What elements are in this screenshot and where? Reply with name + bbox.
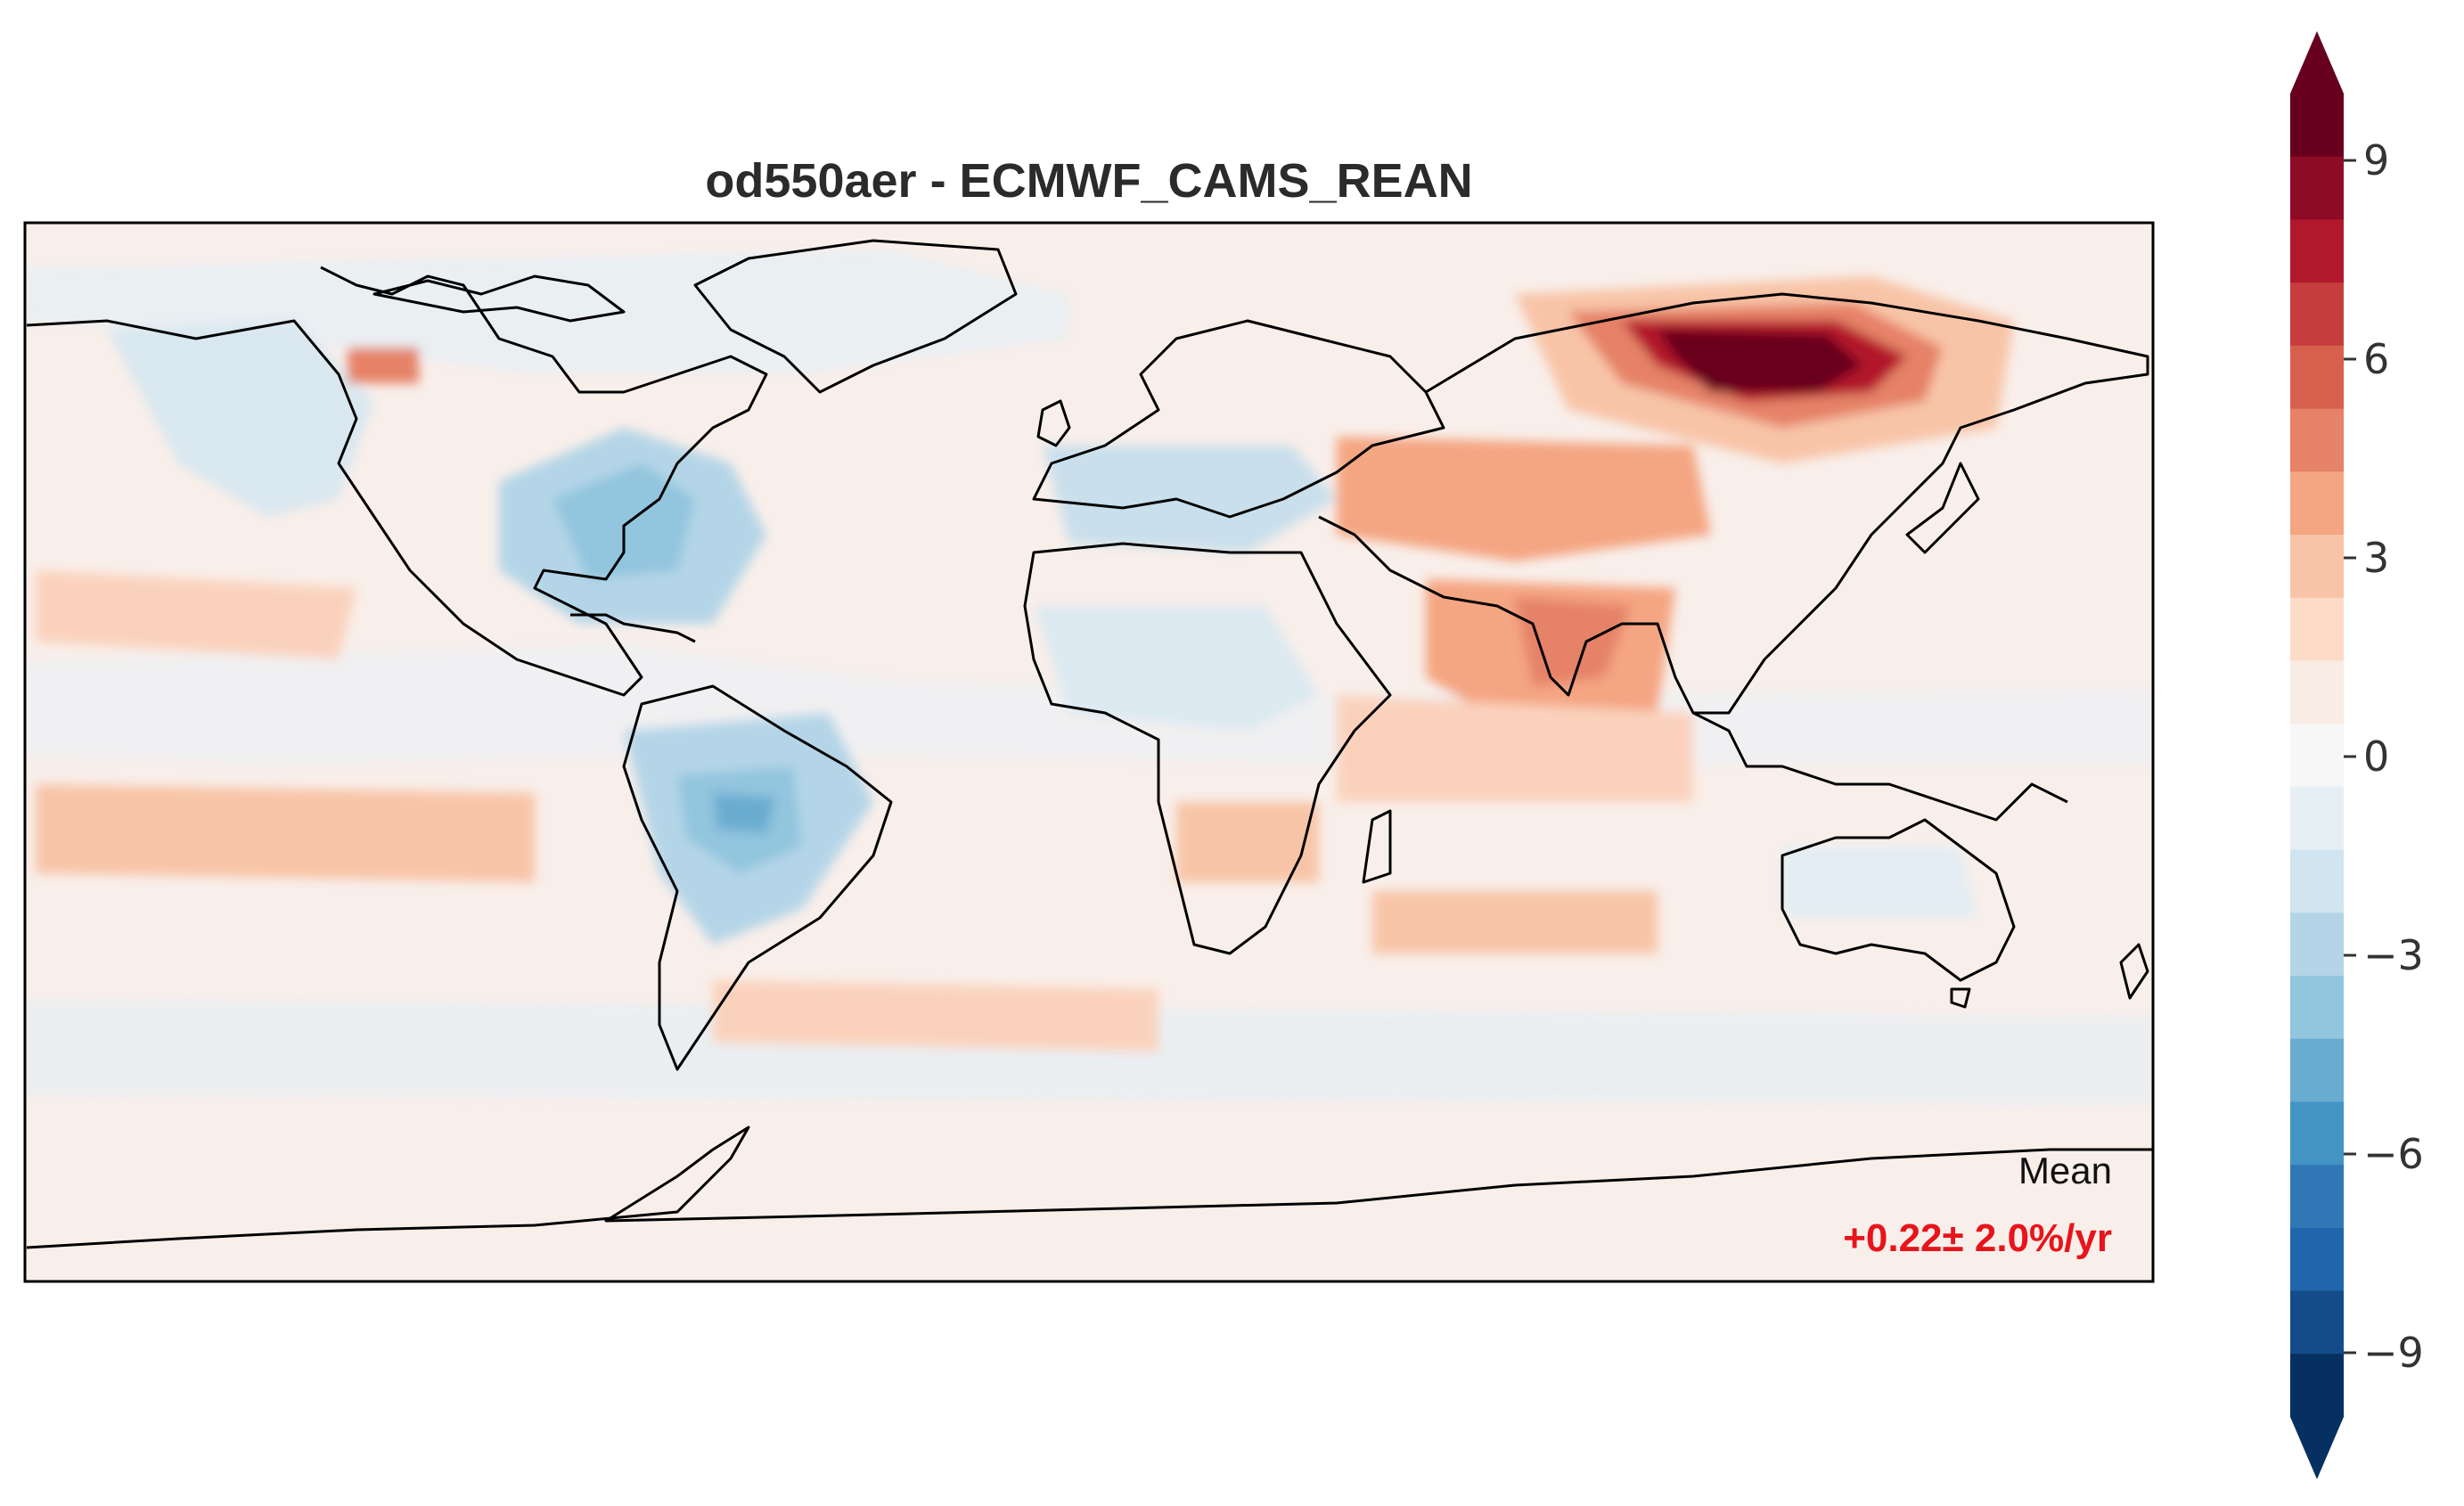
sa-blue-core	[713, 793, 775, 833]
atlantic-pink	[713, 980, 1158, 1052]
colorbar-segment	[2290, 282, 2344, 347]
coast-new-zealand	[2119, 943, 2149, 1000]
coast-africa	[1023, 542, 1392, 955]
pacific-pink-south	[36, 784, 535, 882]
colorbar-segment	[2290, 156, 2344, 220]
coast-greenland	[693, 239, 1018, 394]
africa-blue	[1034, 606, 1319, 731]
colorbar-segment	[2290, 94, 2344, 158]
coast-southeast-asia	[1692, 711, 2068, 822]
colorbar-segment	[2290, 913, 2344, 977]
colorbar-segment	[2290, 1165, 2344, 1229]
coast-arctic-islands	[372, 274, 626, 323]
colorbar-segment	[2290, 724, 2344, 788]
colorbar-segment	[2290, 219, 2344, 283]
coast-australia	[1780, 818, 2016, 982]
colorbar-tick-label: 9	[2363, 136, 2390, 184]
coast-south-america	[622, 684, 893, 1071]
colorbar-segment	[2290, 597, 2344, 661]
colorbar-segment	[2290, 976, 2344, 1040]
coast-uk	[1036, 399, 1071, 447]
colorbar-extend-max	[2290, 31, 2344, 94]
australia-blue	[1782, 847, 1978, 918]
colorbar-tick-label: −6	[2363, 1130, 2424, 1178]
colorbar-segment	[2290, 408, 2344, 472]
colorbar-tick-label: −3	[2363, 931, 2424, 979]
coast-caribbean	[570, 613, 696, 643]
na-blue-dark	[553, 463, 695, 579]
colorbar-tick-label: 3	[2363, 534, 2390, 582]
canada-red	[348, 348, 419, 383]
colorbar-segment	[2290, 1290, 2344, 1355]
colorbar-segment	[2290, 1227, 2344, 1292]
southern-africa-pink	[1176, 802, 1319, 882]
colorbar-tick-label: 6	[2363, 335, 2390, 383]
colorbar-segment	[2290, 535, 2344, 599]
coast-north-america	[26, 266, 768, 697]
colorbar-tick-label: 0	[2363, 733, 2390, 781]
colorbar-segment	[2290, 471, 2344, 536]
colorbar-segment	[2290, 1038, 2344, 1102]
med-blue	[1043, 446, 1337, 552]
north-atlantic-band	[25, 250, 1069, 374]
coast-asia	[1318, 292, 2149, 715]
southern-ocean-band	[25, 998, 2153, 1105]
colorbar-segment	[2290, 849, 2344, 913]
coast-antarctica	[26, 1125, 2153, 1249]
colorbar-tick-label: −9	[2363, 1329, 2424, 1377]
coast-japan	[1905, 462, 1980, 554]
central-asia-red	[1337, 437, 1711, 561]
map-frame	[23, 221, 2155, 1283]
colorbar-extend-min	[2290, 1417, 2344, 1479]
mean-value: +0.22± 2.0%/yr	[1843, 1216, 2112, 1260]
south-indian-pink	[1372, 891, 1658, 954]
coast-madagascar	[1362, 809, 1392, 884]
coast-tasmania	[1950, 987, 1971, 1009]
chart-title: od550aer - ECMWF_CAMS_REAN	[705, 154, 1473, 208]
colorbar-segment	[2290, 786, 2344, 851]
indian-ocean-pink	[1337, 695, 1693, 802]
colorbar-segment	[2290, 345, 2344, 410]
colorbar-segment	[2290, 660, 2344, 724]
colorbar-segment	[2290, 1354, 2344, 1418]
india-red-dark	[1515, 597, 1631, 686]
siberia-core	[1658, 330, 1862, 392]
trend-field	[25, 250, 2153, 1105]
mean-label: Mean	[2018, 1150, 2112, 1191]
colorbar-segment	[2290, 1101, 2344, 1166]
coast-europe	[1032, 319, 1445, 519]
pacific-pink-north	[36, 570, 356, 659]
west-na-blue	[107, 321, 374, 517]
coastlines	[26, 239, 2153, 1249]
